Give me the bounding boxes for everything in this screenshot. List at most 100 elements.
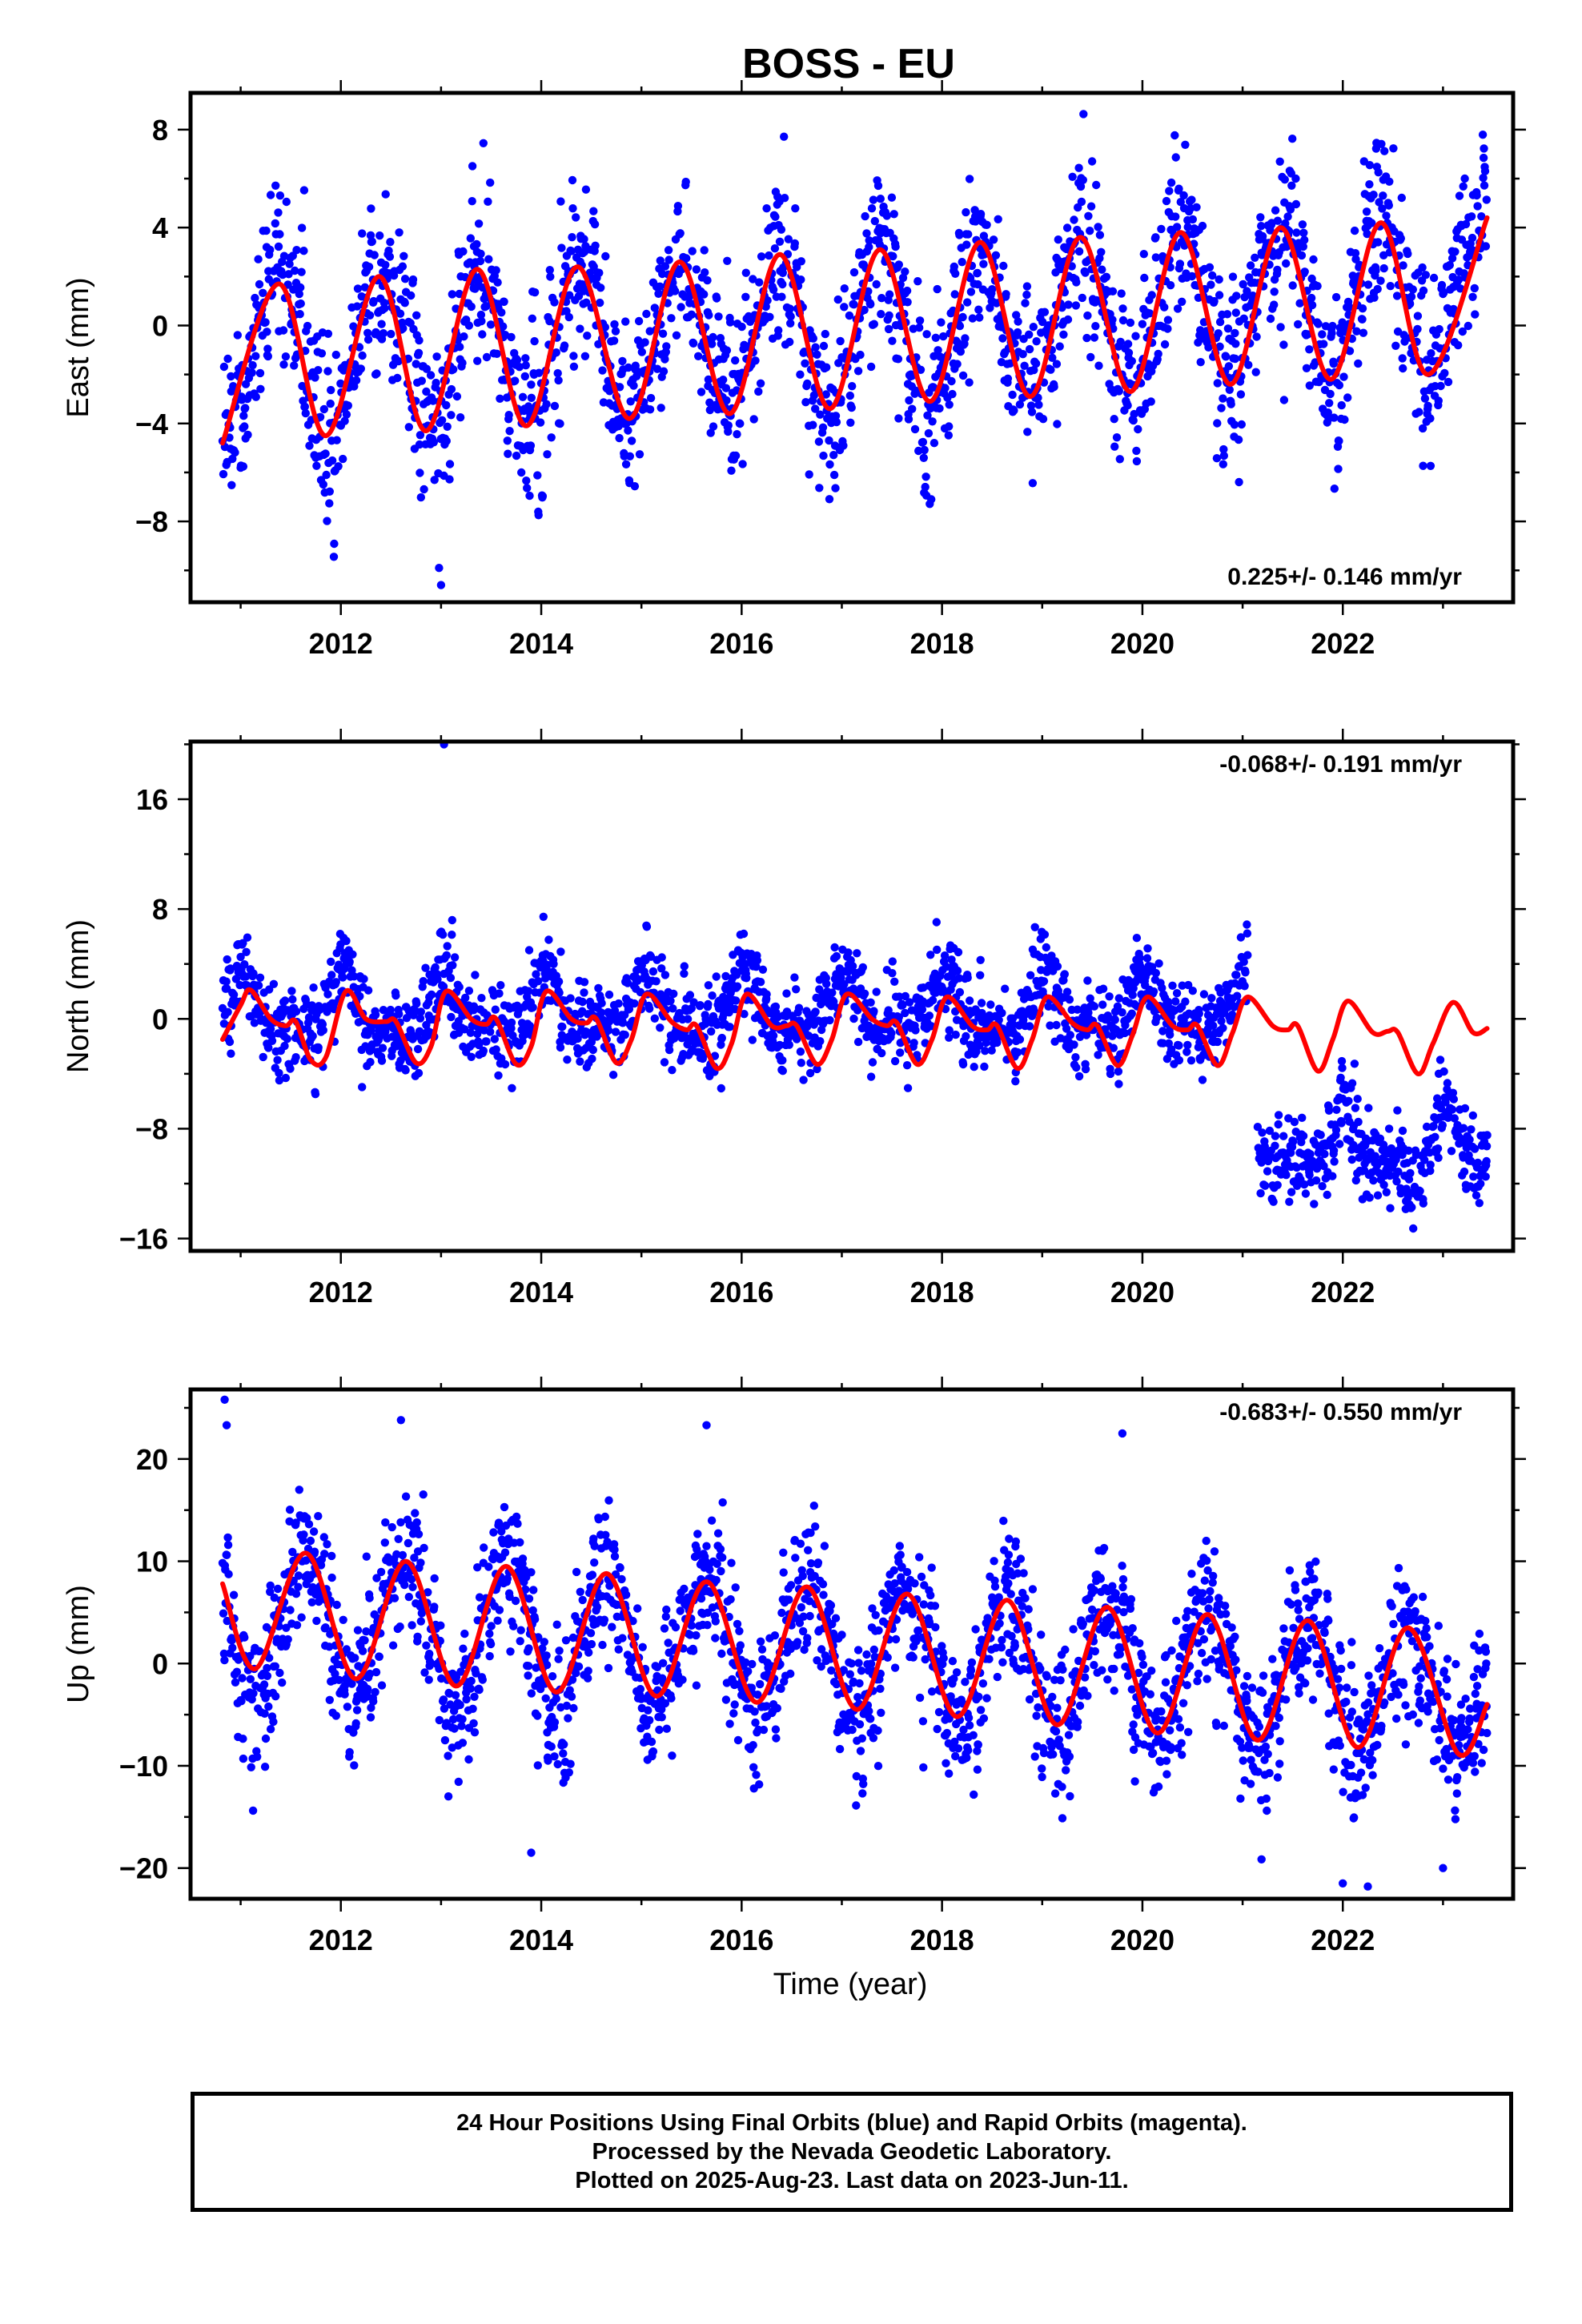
data-point: [239, 412, 248, 420]
data-point: [1470, 283, 1480, 293]
data-point: [534, 977, 543, 986]
data-point: [1318, 330, 1327, 339]
data-point: [407, 1574, 416, 1584]
data-point: [889, 210, 898, 219]
data-point: [1479, 153, 1488, 163]
data-point: [417, 376, 426, 385]
data-point: [424, 1588, 432, 1597]
data-point: [1083, 976, 1092, 985]
data-point: [1470, 1144, 1480, 1153]
x-tick-label: 2016: [709, 627, 773, 660]
data-point: [955, 321, 965, 331]
data-point: [425, 1657, 435, 1667]
data-point: [567, 247, 576, 255]
data-point: [223, 354, 232, 364]
data-point: [625, 452, 634, 460]
data-point: [275, 230, 284, 239]
data-point: [696, 1001, 705, 1010]
data-point: [1305, 1171, 1314, 1180]
data-point: [1147, 963, 1157, 971]
data-point: [1305, 381, 1315, 390]
data-point: [965, 996, 974, 1005]
data-point: [1168, 981, 1177, 991]
data-point: [505, 427, 514, 436]
data-point: [1243, 929, 1252, 938]
data-point: [1399, 261, 1407, 270]
data-point: [976, 971, 985, 980]
data-point: [618, 1019, 628, 1027]
data-point: [1232, 971, 1241, 979]
data-point: [657, 953, 666, 962]
data-point: [554, 376, 563, 385]
data-point: [1126, 318, 1135, 328]
data-point: [1468, 233, 1477, 243]
data-point: [1313, 282, 1322, 291]
data-point: [780, 132, 789, 141]
data-point: [1091, 322, 1100, 331]
data-point: [1280, 175, 1290, 184]
data-point: [291, 1518, 300, 1527]
data-point: [1309, 255, 1318, 264]
data-point: [733, 982, 742, 991]
data-point: [367, 204, 375, 213]
data-point: [1214, 329, 1223, 338]
data-point: [976, 955, 985, 965]
data-point: [323, 517, 331, 525]
data-point: [1015, 1035, 1025, 1044]
data-point: [408, 1621, 416, 1630]
data-point: [1112, 433, 1122, 442]
data-point: [1046, 1021, 1054, 1030]
data-point: [271, 181, 280, 190]
data-point: [1468, 1111, 1478, 1120]
data-point: [1013, 1047, 1022, 1057]
data-point: [1146, 397, 1155, 406]
data-point: [866, 300, 875, 309]
data-point: [1008, 390, 1017, 400]
data-point: [901, 1008, 909, 1018]
observation-points: [218, 742, 1492, 1233]
data-point: [1199, 990, 1209, 999]
data-point: [894, 260, 904, 269]
data-point: [1027, 408, 1037, 416]
data-point: [976, 210, 986, 219]
data-point: [825, 436, 833, 445]
data-point: [1351, 1104, 1360, 1112]
data-point: [721, 971, 730, 981]
data-point: [1413, 324, 1422, 334]
data-point: [1394, 1167, 1403, 1176]
data-point: [1038, 415, 1048, 424]
data-point: [707, 1027, 716, 1036]
data-point: [261, 1734, 271, 1743]
data-point: [1399, 364, 1407, 373]
data-point: [1215, 342, 1224, 351]
data-point: [611, 327, 620, 336]
data-point: [623, 979, 632, 987]
data-point: [492, 266, 500, 275]
data-point: [958, 1059, 968, 1069]
data-point: [1227, 400, 1235, 408]
data-point: [308, 1031, 317, 1040]
data-point: [436, 1621, 445, 1630]
data-point: [1166, 1045, 1176, 1054]
data-point: [533, 471, 542, 480]
data-point: [369, 1697, 378, 1706]
data-point: [1338, 1063, 1347, 1072]
data-point: [1157, 224, 1166, 234]
data-point: [387, 1522, 396, 1532]
data-point: [1481, 242, 1491, 251]
data-point: [372, 369, 381, 378]
data-point: [486, 1027, 495, 1036]
data-point: [294, 1582, 303, 1591]
data-point: [294, 1571, 303, 1580]
data-point: [416, 1007, 425, 1016]
data-point: [1328, 321, 1337, 331]
data-point: [227, 1636, 236, 1645]
data-point: [1261, 1181, 1270, 1190]
data-point: [1367, 219, 1376, 227]
data-point: [517, 468, 526, 477]
data-point: [1219, 1023, 1227, 1033]
data-point: [778, 1067, 787, 1076]
data-point: [1271, 1141, 1279, 1151]
data-point: [777, 292, 786, 301]
data-point: [849, 300, 858, 309]
